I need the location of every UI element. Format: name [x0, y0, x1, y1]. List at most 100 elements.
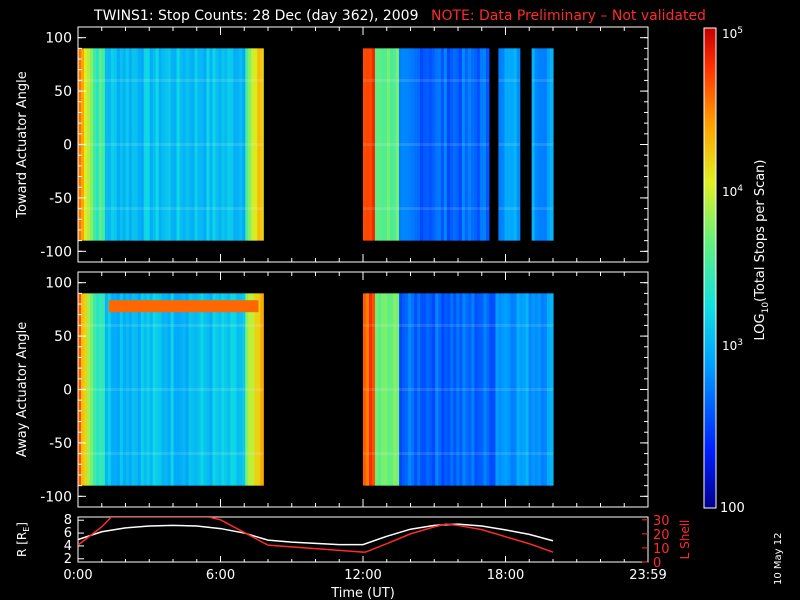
- heatmap-cell: [200, 48, 205, 241]
- heatmap-cell: [396, 293, 400, 486]
- heatmap-cell: [98, 293, 103, 486]
- heatmap-cell: [239, 293, 243, 486]
- heatmap-cell: [393, 293, 397, 486]
- heatmap-cell: [387, 293, 391, 486]
- heatmap-cell: [107, 48, 112, 241]
- heatmap-cell: [197, 293, 202, 486]
- heatmap-cell: [113, 293, 118, 486]
- heatmap-cell: [510, 48, 515, 241]
- angle-band: [531, 143, 553, 146]
- y-tick-label: -100: [40, 244, 72, 260]
- heatmap-cell: [399, 293, 403, 486]
- heatmap-cell: [528, 293, 533, 486]
- high-count-band: [108, 300, 259, 313]
- y-tick-label: 0: [63, 383, 72, 399]
- heatmap-cell: [417, 293, 421, 486]
- heatmap-cell: [407, 48, 412, 241]
- angle-band: [363, 143, 489, 146]
- heatmap-cell: [161, 293, 166, 486]
- left-y-tick-label: 4: [64, 539, 72, 554]
- heatmap-cell: [164, 293, 169, 486]
- heatmap-cell: [179, 48, 184, 241]
- heatmap-cell: [128, 293, 133, 486]
- heatmap-cell: [170, 48, 175, 241]
- heatmap-cell: [419, 48, 424, 241]
- r-axis-label-end: ]: [15, 522, 29, 527]
- heatmap-cell: [386, 48, 391, 241]
- y-axis-label: Away Actuator Angle: [15, 322, 30, 457]
- heatmap-cell: [398, 48, 403, 241]
- heatmap-cell: [149, 293, 154, 486]
- y-axis-label: Toward Actuator Angle: [15, 71, 30, 218]
- heatmap-cell: [476, 48, 481, 241]
- heatmap-cell: [257, 48, 261, 241]
- colorbar-tick-bottom: 100: [720, 501, 745, 516]
- heatmap-cell: [435, 293, 439, 486]
- colorbar-tick-mid: 104: [722, 184, 743, 199]
- y-tick-label: 50: [54, 84, 72, 100]
- colorbar-label: LOG10(Total Stops per Scan): [753, 160, 771, 341]
- heatmap-cell: [122, 293, 127, 486]
- heatmap-cell: [203, 48, 208, 241]
- heatmap-cell: [158, 293, 163, 486]
- heatmap-cell: [422, 48, 427, 241]
- y-tick-label: -50: [49, 191, 72, 207]
- heatmap-cell: [516, 48, 521, 241]
- heatmap-cell: [510, 293, 515, 486]
- heatmap-cell: [212, 293, 217, 486]
- heatmap-cell: [495, 293, 500, 486]
- heatmap-cell: [485, 48, 490, 241]
- heatmap-cell: [161, 48, 166, 241]
- heatmap-cell: [363, 48, 367, 241]
- heatmap-cell: [137, 293, 142, 486]
- heatmap-cell: [498, 48, 503, 241]
- angle-band: [78, 78, 264, 82]
- heatmap-cell: [176, 293, 181, 486]
- heatmap-cell: [224, 48, 228, 241]
- heatmap-cell: [92, 293, 97, 486]
- heatmap-cell: [125, 293, 130, 486]
- x-tick-label: 0:00: [63, 568, 92, 583]
- left-y-tick-label: 2: [64, 552, 72, 567]
- heatmap-block: [363, 48, 490, 241]
- heatmap-cell: [368, 48, 373, 241]
- heatmap-cell: [453, 293, 457, 486]
- heatmap-cell: [227, 293, 231, 486]
- heatmap-cell: [540, 48, 545, 241]
- heatmap-cell: [416, 48, 421, 241]
- heatmap-cell: [239, 48, 243, 241]
- heatmap-cell: [188, 48, 193, 241]
- heatmap-cell: [377, 48, 382, 241]
- heatmap-cell: [410, 48, 415, 241]
- title-text: TWINS1: Stop Counts: 28 Dec (day 362), 2…: [94, 8, 419, 24]
- heatmap-cell: [86, 48, 91, 241]
- heatmap-cell: [92, 48, 97, 241]
- heatmap-cell: [537, 48, 542, 241]
- heatmap-cell: [441, 293, 445, 486]
- heatmap-cell: [392, 48, 397, 241]
- x-axis-label: Time (UT): [330, 586, 395, 600]
- heatmap-cell: [254, 293, 258, 486]
- heatmap-cell: [155, 293, 160, 486]
- heatmap-cell: [549, 293, 554, 486]
- heatmap-cell: [369, 293, 373, 486]
- heatmap-cell: [470, 48, 475, 241]
- heatmap-cell: [101, 48, 106, 241]
- heatmap-cell: [504, 48, 509, 241]
- heatmap-block: [78, 48, 264, 241]
- heatmap-cell: [206, 293, 211, 486]
- r-series-line: [78, 523, 554, 546]
- angle-band: [78, 143, 264, 146]
- angle-band: [78, 452, 264, 456]
- left-y-tick-label: 6: [64, 526, 72, 541]
- y-tick-label: 50: [54, 329, 72, 345]
- angle-band: [363, 323, 532, 327]
- heatmap-cell: [221, 293, 226, 486]
- heatmap-cell: [242, 293, 246, 486]
- heatmap-cell: [380, 48, 385, 241]
- colorbar-tick-low: 103: [722, 338, 743, 353]
- heatmap-cell: [489, 293, 494, 486]
- heatmap-cell: [110, 293, 115, 486]
- heatmap-cell: [89, 293, 94, 486]
